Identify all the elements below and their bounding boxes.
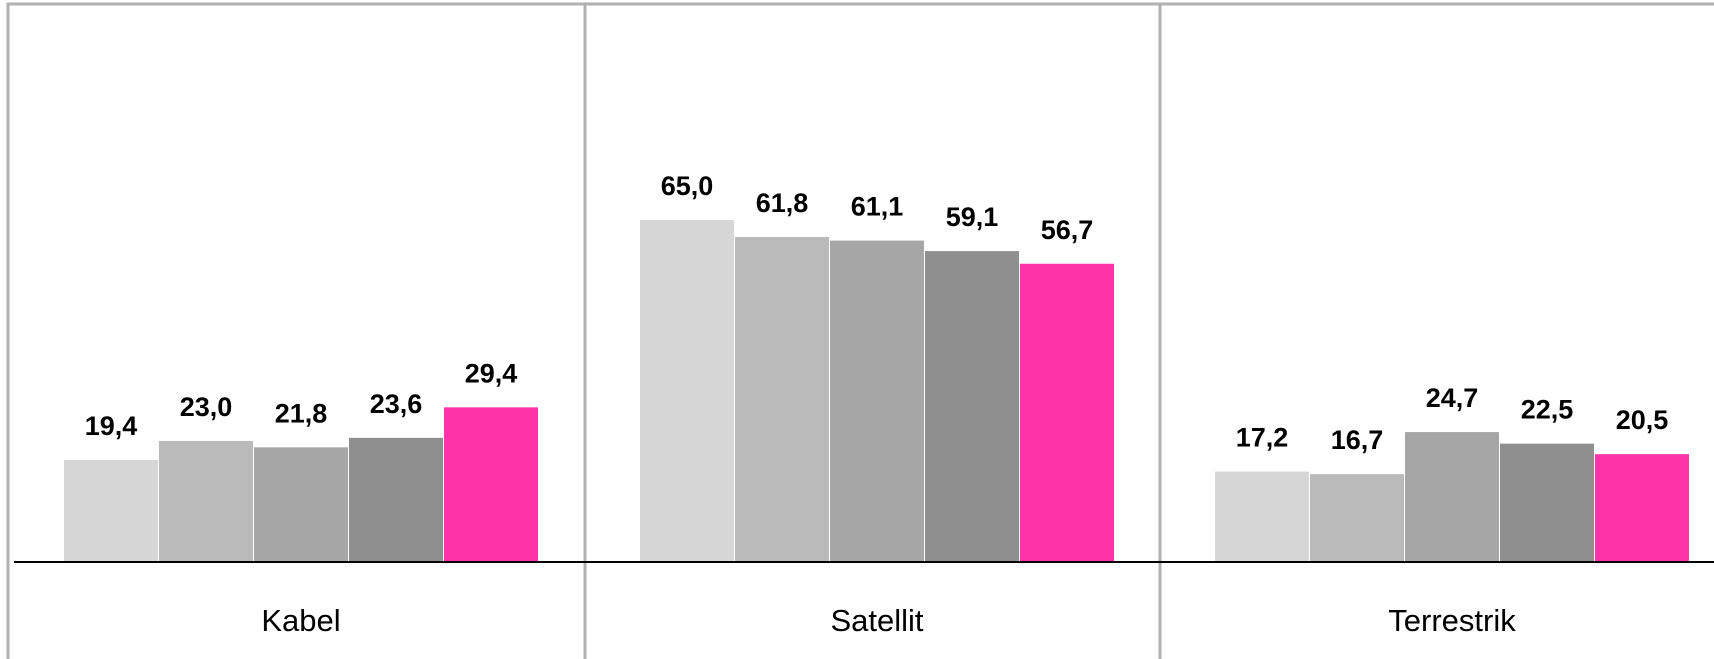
category-label: Satellit <box>830 603 923 638</box>
bar-terrestrik-5 <box>1595 454 1689 562</box>
bar-satellit-3 <box>830 240 924 562</box>
bar-kabel-1 <box>64 459 158 562</box>
bar-terrestrik-4 <box>1500 443 1594 562</box>
labels-layer: 19,4 23,0 21,8 23,6 29,4 Kabel 65,0 61,8 61,1 59,… <box>85 171 1669 638</box>
data-label: 23,0 <box>180 392 233 422</box>
data-label: 21,8 <box>275 398 328 428</box>
data-label: 61,8 <box>756 188 809 218</box>
data-label: 16,7 <box>1331 425 1384 455</box>
bar-kabel-4 <box>349 437 443 562</box>
data-label: 61,1 <box>851 192 904 222</box>
data-label: 23,6 <box>370 389 423 419</box>
bar-terrestrik-2 <box>1310 474 1404 562</box>
bar-satellit-1 <box>640 220 734 562</box>
bar-satellit-2 <box>735 236 829 562</box>
bars-layer <box>64 220 1689 562</box>
bar-terrestrik-1 <box>1215 471 1309 562</box>
data-label: 56,7 <box>1041 215 1094 245</box>
data-label: 59,1 <box>946 202 999 232</box>
category-label: Terrestrik <box>1388 603 1516 638</box>
data-label: 29,4 <box>465 358 518 388</box>
data-label: 22,5 <box>1521 395 1574 425</box>
data-label: 65,0 <box>661 171 714 201</box>
bar-terrestrik-3 <box>1405 432 1499 562</box>
bar-satellit-5 <box>1020 263 1114 562</box>
bar-kabel-5 <box>444 407 538 562</box>
plot-frame <box>6 2 1714 659</box>
data-label: 17,2 <box>1236 423 1289 453</box>
category-label: Kabel <box>261 603 340 638</box>
bar-kabel-3 <box>254 447 348 562</box>
bar-kabel-2 <box>159 441 253 562</box>
data-label: 20,5 <box>1616 405 1669 435</box>
data-label: 19,4 <box>85 411 138 441</box>
data-label: 24,7 <box>1426 383 1479 413</box>
bar-satellit-4 <box>925 251 1019 562</box>
